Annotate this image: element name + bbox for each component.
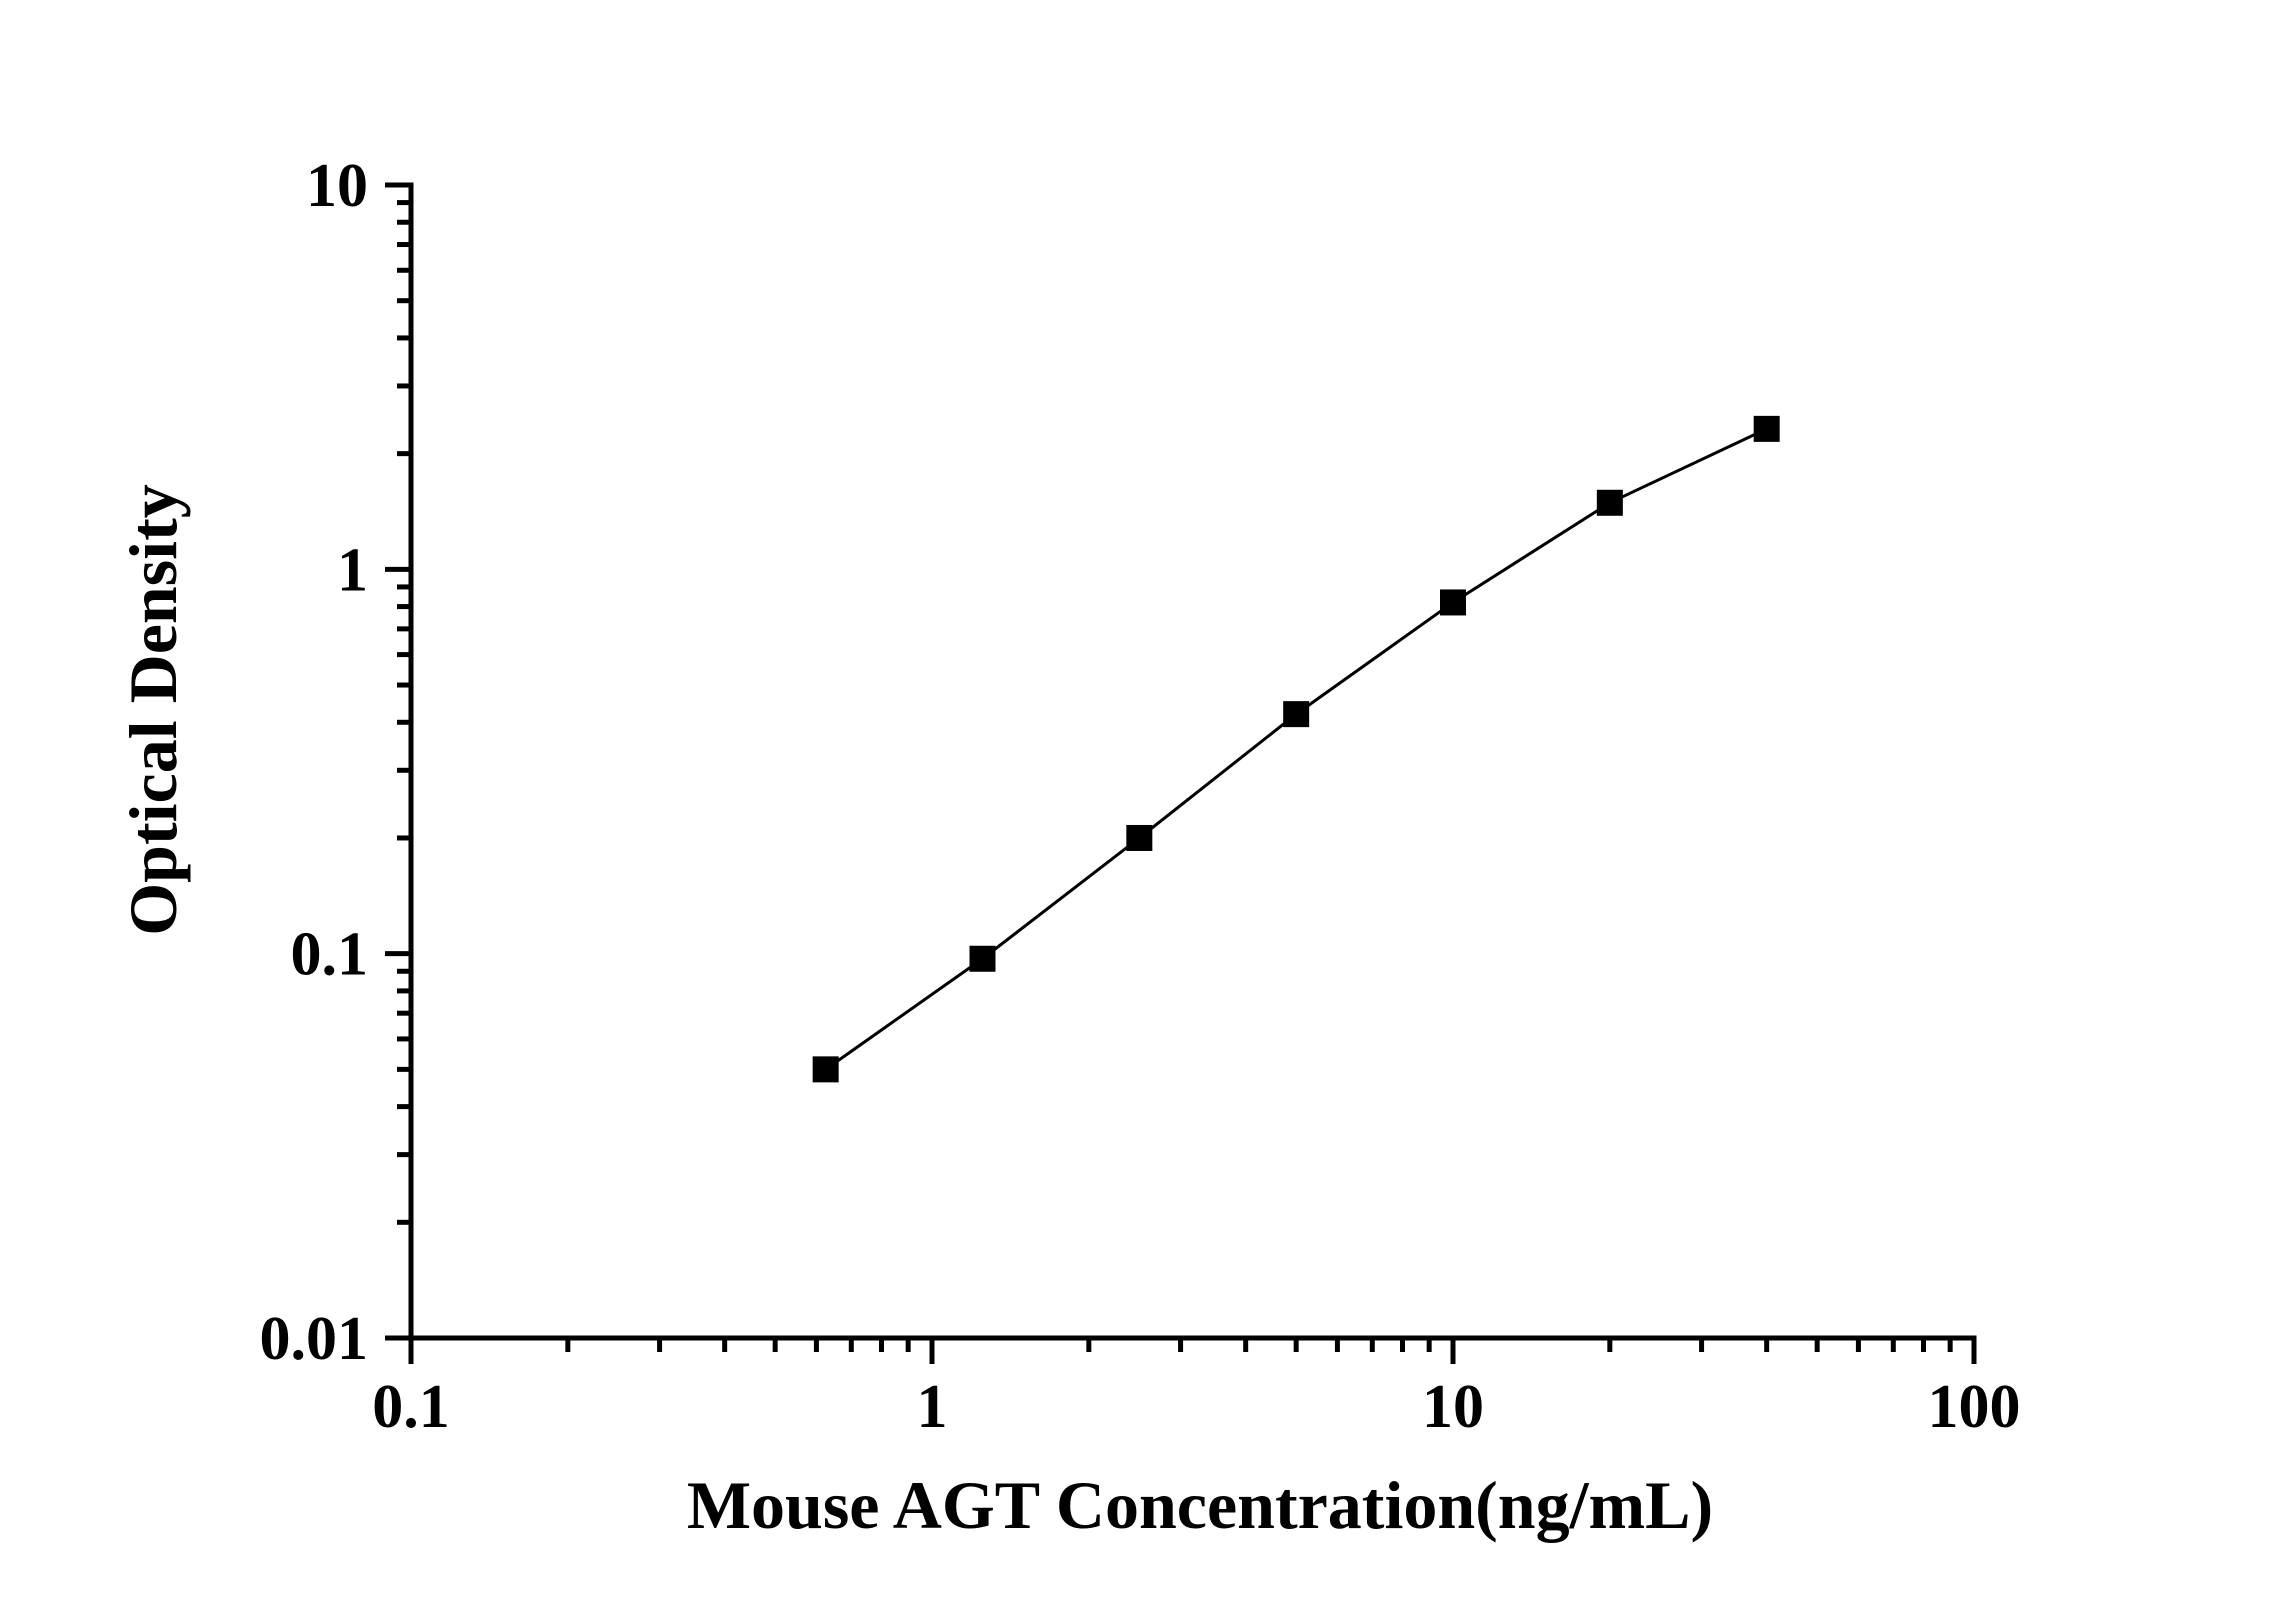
y-tick-label: 1: [337, 536, 368, 604]
data-point-marker: [812, 1056, 839, 1083]
y-tick-label: 0.01: [260, 1305, 369, 1373]
data-point-marker: [1283, 701, 1310, 728]
x-tick-label: 0.1: [372, 1373, 450, 1441]
data-point-marker: [1753, 415, 1780, 442]
data-point-marker: [969, 945, 996, 972]
x-tick-label: 10: [1422, 1373, 1484, 1441]
x-axis-title: Mouse AGT Concentration(ng/mL): [687, 1467, 1713, 1543]
x-tick-label: 100: [1928, 1373, 2021, 1441]
axes-line: [408, 182, 1977, 1341]
data-point-marker: [1126, 824, 1153, 851]
data-point-marker: [1596, 489, 1623, 516]
y-tick-label: 0.1: [291, 921, 369, 989]
y-axis-title: Optical Density: [115, 484, 191, 935]
x-tick-label: 1: [917, 1373, 948, 1441]
series-line: [824, 427, 1768, 1071]
data-point-marker: [1440, 589, 1466, 616]
y-tick-label: 10: [306, 152, 368, 220]
